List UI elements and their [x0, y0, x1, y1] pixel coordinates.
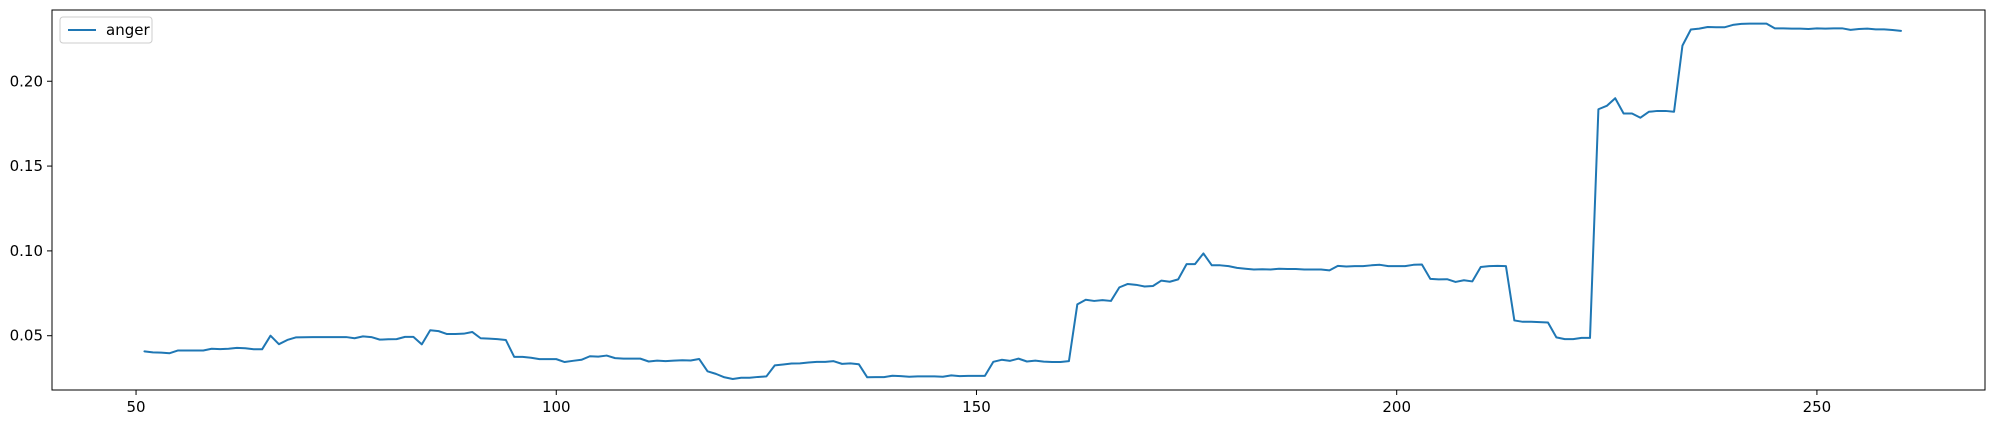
y-tick-label: 0.20: [10, 72, 43, 90]
plot-frame: [51, 9, 1986, 391]
y-axis: 0.05 0.10 0.15 0.20: [10, 72, 52, 345]
x-tick-label: 250: [1803, 398, 1832, 416]
x-axis: 50 100 150 200 250: [126, 390, 1831, 416]
legend: anger: [59, 16, 153, 44]
legend-box: [59, 16, 153, 44]
series-line-anger: [143, 22, 1902, 380]
x-tick-label: 200: [1382, 398, 1411, 416]
plot-area: [143, 22, 1902, 380]
y-tick-label: 0.15: [10, 157, 43, 175]
y-tick-label: 0.05: [10, 327, 43, 345]
legend-label-anger: anger: [106, 21, 150, 39]
y-tick-label: 0.10: [10, 242, 43, 260]
x-tick-label: 50: [126, 398, 145, 416]
x-tick-label: 150: [962, 398, 991, 416]
x-tick-label: 100: [542, 398, 571, 416]
